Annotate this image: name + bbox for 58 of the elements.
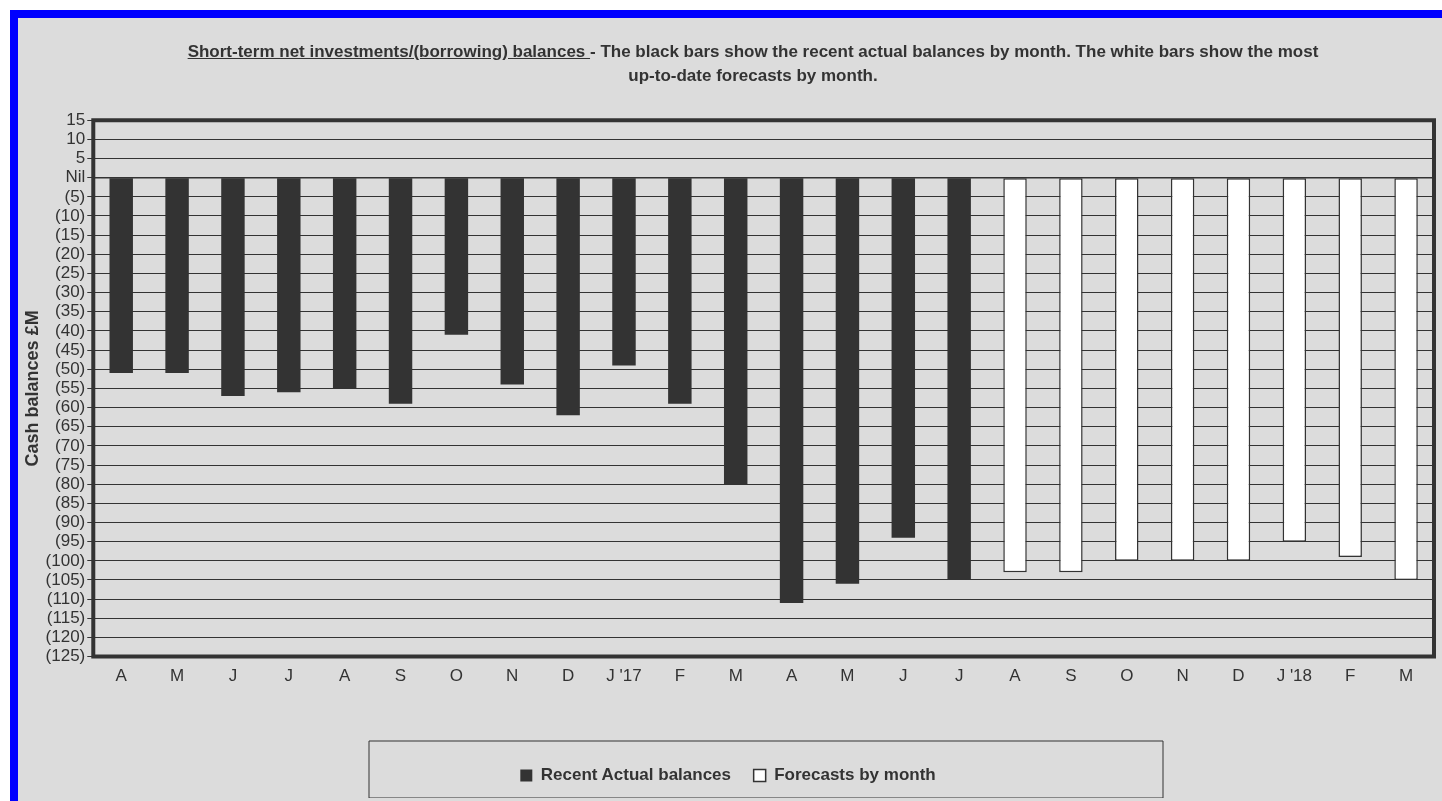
y-tick-label: (50) bbox=[55, 358, 86, 378]
x-tick-label: A bbox=[1009, 666, 1022, 686]
x-tick-label: S bbox=[394, 666, 407, 686]
y-axis-title: Cash balances £M bbox=[21, 310, 42, 467]
y-tick-label: (75) bbox=[55, 454, 86, 474]
y-tick-label: (70) bbox=[55, 435, 86, 455]
x-tick-label: J bbox=[954, 666, 964, 686]
x-tick-label: D bbox=[1232, 666, 1245, 686]
y-tick-label: (15) bbox=[55, 224, 86, 244]
y-tick-label: (120) bbox=[45, 627, 86, 647]
y-tick-label: (65) bbox=[55, 416, 86, 436]
y-tick-label: (20) bbox=[55, 243, 86, 263]
y-tick-label: (80) bbox=[55, 473, 86, 493]
y-tick-label: (115) bbox=[46, 607, 86, 627]
y-tick-label: (5) bbox=[64, 186, 86, 206]
x-tick-label: M bbox=[169, 666, 185, 686]
x-tick-label: A bbox=[339, 666, 351, 686]
y-tick-label: (105) bbox=[45, 569, 86, 589]
chart-subtitle: - The black bars show the recent actual balances by month. The white bars show the most up-to-date forecasts by month. bbox=[590, 42, 1319, 85]
y-tick-label: (85) bbox=[55, 493, 86, 513]
y-tick-label: (25) bbox=[55, 263, 86, 283]
x-tick-label: M bbox=[728, 666, 743, 686]
y-tick-label: (10) bbox=[55, 205, 86, 225]
chart-title: Short-term net investments/(borrowing) balances bbox=[187, 42, 587, 61]
x-tick-label: J '18 bbox=[1276, 666, 1313, 686]
y-tick-label: (55) bbox=[55, 378, 86, 398]
x-tick-label: N bbox=[1176, 666, 1189, 686]
y-tick-label: (30) bbox=[55, 282, 86, 302]
y-tick-label: (100) bbox=[45, 550, 86, 570]
y-tick-label: Nil bbox=[65, 167, 86, 187]
y-tick-label: (90) bbox=[55, 512, 86, 532]
x-tick-label: F bbox=[674, 666, 686, 686]
x-tick-label: F bbox=[1345, 666, 1356, 686]
y-tick-label: (45) bbox=[55, 339, 86, 359]
y-tick-label: (60) bbox=[55, 397, 86, 417]
y-tick-label: (35) bbox=[55, 301, 86, 321]
x-tick-label: M bbox=[840, 666, 855, 686]
x-tick-label: O bbox=[1120, 666, 1134, 686]
y-tick-label: 15 bbox=[66, 109, 86, 129]
x-tick-label: J bbox=[284, 666, 294, 686]
x-tick-label: J '17 bbox=[606, 666, 642, 686]
legend-label: Forecasts by month bbox=[774, 765, 936, 785]
x-tick-label: D bbox=[561, 666, 575, 686]
x-tick-label: J bbox=[899, 666, 908, 686]
x-tick-label: S bbox=[1065, 666, 1077, 686]
y-tick-label: (95) bbox=[55, 531, 86, 551]
y-tick-label: (110) bbox=[46, 588, 86, 608]
x-tick-label: J bbox=[228, 666, 238, 686]
y-tick-label: 10 bbox=[66, 129, 86, 149]
y-tick-label: 5 bbox=[75, 148, 86, 168]
x-tick-label: A bbox=[115, 666, 128, 686]
x-tick-label: A bbox=[785, 666, 798, 686]
legend-label: Recent Actual balances bbox=[540, 765, 732, 785]
x-tick-label: N bbox=[506, 666, 519, 686]
y-tick-label: (40) bbox=[55, 320, 86, 340]
x-tick-label: M bbox=[1398, 666, 1414, 686]
x-tick-label: O bbox=[449, 666, 464, 686]
y-tick-label: (125) bbox=[45, 646, 86, 666]
